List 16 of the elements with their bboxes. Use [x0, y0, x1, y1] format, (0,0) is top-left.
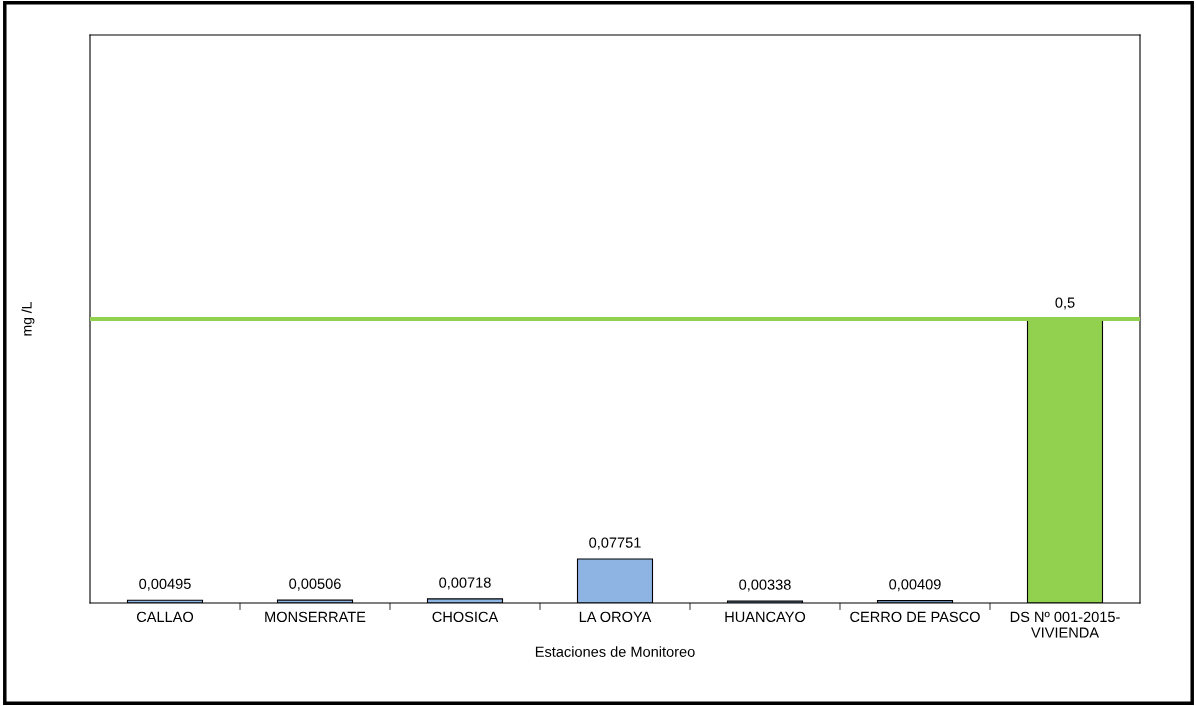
x-tick-label: DS Nº 001-2015- VIVIENDA [1010, 611, 1120, 638]
data-label: 0,00338 [739, 579, 791, 592]
x-tick-label: HUANCAYO [725, 611, 806, 623]
data-label: 0,00409 [889, 579, 941, 592]
data-label: 0,07751 [589, 537, 641, 550]
x-tick-label: CALLAO [136, 611, 194, 623]
data-label: 0,00495 [139, 578, 191, 591]
data-label: 0,5 [1055, 297, 1075, 310]
data-label: 0,00718 [439, 577, 491, 590]
data-label: 0,00506 [289, 578, 341, 591]
y-axis-title: mg /L [21, 302, 35, 336]
x-tick-label: CHOSICA [432, 611, 499, 623]
x-tick-label: LA OROYA [579, 611, 652, 623]
x-tick-label: MONSERRATE [265, 611, 366, 623]
x-tick-label: CERRO DE PASCO [850, 611, 980, 623]
x-axis-title: Estaciones de Monitoreo [535, 646, 695, 657]
